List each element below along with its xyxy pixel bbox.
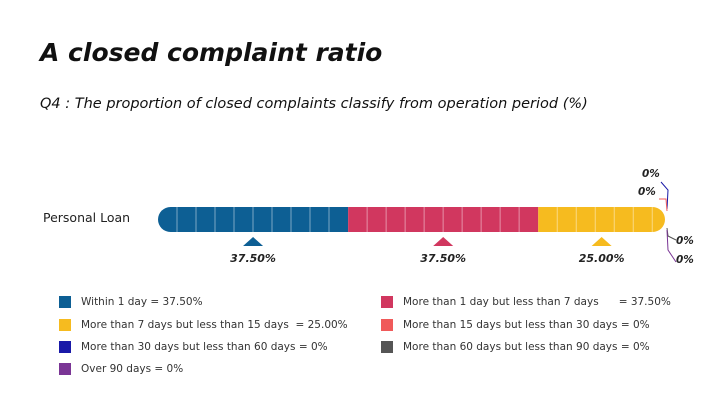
- zero-data-label: 0%: [676, 254, 694, 266]
- data-label: 25.00%: [579, 252, 625, 265]
- category-label-personal-loan: Personal Loan: [43, 210, 131, 225]
- label-marker-triangle: [433, 237, 454, 246]
- chart-subtitle: Q4 : The proportion of closed complaints…: [40, 96, 588, 112]
- bar-group: [158, 207, 665, 232]
- label-marker-triangle: [243, 237, 264, 246]
- zero-data-label: 0%: [676, 235, 694, 247]
- chart-title: A closed complaint ratio: [40, 38, 383, 67]
- zero-data-label: 0%: [642, 168, 660, 180]
- bar-segment-within-1-day: [158, 207, 349, 232]
- zero-callout-line: [660, 181, 669, 210]
- zero-data-label: 0%: [638, 186, 656, 198]
- zero-callout-line: [666, 227, 677, 241]
- data-label: 37.50%: [230, 252, 276, 265]
- zero-callout-line: [659, 198, 668, 212]
- bar-segment-more-than-7-days-but-less-than-15-days: [538, 207, 665, 232]
- bar-segment-more-than-1-day-but-less-than-7-days: [348, 207, 539, 232]
- label-marker-triangle: [591, 237, 612, 246]
- data-label: 37.50%: [420, 252, 466, 265]
- zero-callout-line: [666, 229, 677, 263]
